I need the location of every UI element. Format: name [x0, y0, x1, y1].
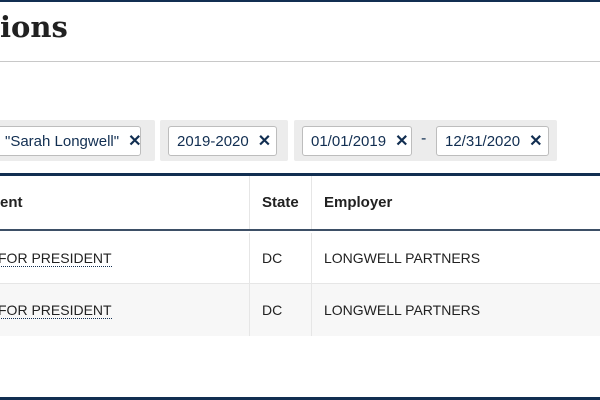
state-cell: DC	[249, 233, 311, 283]
bottom-border	[0, 397, 600, 400]
page-title: ions	[0, 10, 68, 44]
state-cell: DC	[249, 284, 311, 336]
header-state[interactable]: State	[249, 176, 311, 229]
table-header: ent State Employer	[0, 176, 600, 231]
close-icon[interactable]: ✕	[395, 133, 409, 150]
results-table: ent State Employer FOR PRESIDENT DC LONG…	[0, 173, 600, 336]
filter-tag-period: 2019-2020 ✕	[168, 126, 277, 156]
filter-tag-label: "Sarah Longwell"	[5, 132, 120, 150]
recipient-link[interactable]: FOR PRESIDENT	[0, 249, 112, 267]
filter-tag-label: 12/31/2020	[445, 132, 521, 150]
top-border	[0, 0, 600, 2]
date-separator: -	[421, 130, 427, 147]
close-icon[interactable]: ✕	[128, 133, 142, 150]
table-row: FOR PRESIDENT DC LONGWELL PARTNERS	[0, 233, 600, 284]
divider	[0, 61, 600, 62]
employer-cell: LONGWELL PARTNERS	[311, 233, 600, 283]
filter-tag-label: 2019-2020	[177, 132, 249, 150]
filter-tag-contributor: "Sarah Longwell" ✕	[0, 126, 141, 156]
header-employer[interactable]: Employer	[311, 176, 600, 229]
recipient-link[interactable]: FOR PRESIDENT	[0, 301, 112, 319]
filter-tag-date-start: 01/01/2019 ✕	[302, 126, 412, 156]
filter-tag-date-end: 12/31/2020 ✕	[436, 126, 549, 156]
table-row: FOR PRESIDENT DC LONGWELL PARTNERS	[0, 284, 600, 336]
employer-cell: LONGWELL PARTNERS	[311, 284, 600, 336]
filter-tag-label: 01/01/2019	[311, 132, 387, 150]
header-recipient[interactable]: ent	[0, 194, 23, 211]
close-icon[interactable]: ✕	[529, 133, 543, 150]
close-icon[interactable]: ✕	[257, 133, 272, 150]
